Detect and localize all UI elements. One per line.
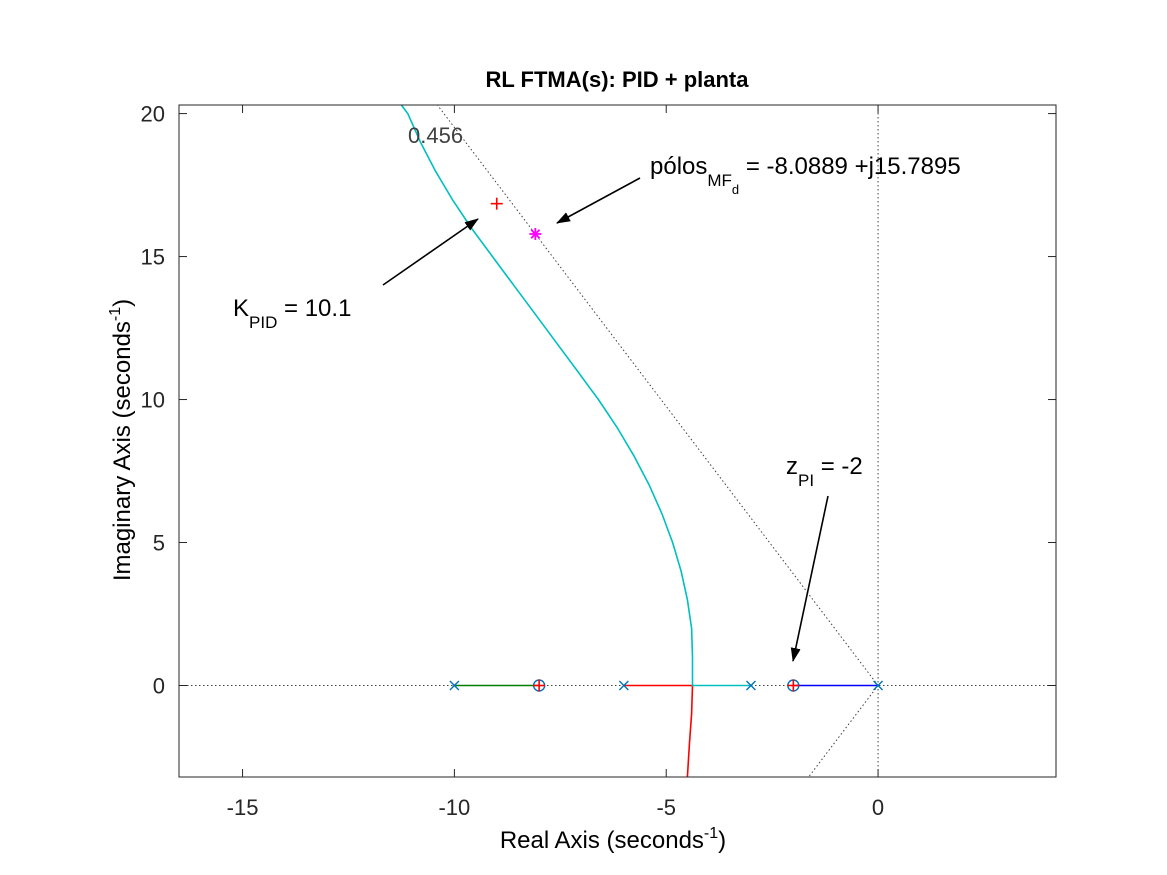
y-axis-title-sup: -1 [107,307,124,321]
open-loop-pole-3 [745,680,756,691]
desired-pole-marker [529,227,542,240]
open-loop-pole-2 [618,680,629,691]
annotation-k-pid: KPID = 10.1 [233,295,351,332]
x-axis-title-sup: -1 [704,825,718,842]
annotation-desired-poles: pólosMFd = -8.0889 +j15.7895 [650,153,961,197]
open-loop-pole-1 [449,680,460,691]
damping-line-lower [808,685,879,777]
y-tick-label: 5 [153,531,165,556]
arrow-desired-poles [556,177,641,224]
locus-branch-2 [623,684,694,777]
damping-line-upper [436,105,879,686]
arrow-z-pi [790,495,829,662]
gain-marker-3 [787,679,800,692]
gain-marker-1 [490,197,503,210]
x-tick-label: 0 [872,795,884,820]
x-tick-label: -10 [438,795,470,820]
x-axis-title: Real Axis (seconds-1) [500,825,726,854]
x-tick-label: -5 [656,795,676,820]
y-tick-label: 20 [141,102,165,127]
open-loop-pole-4 [873,680,884,691]
arrow-k-pid [382,218,479,286]
annotation-z-pi: zPI = -2 [786,453,863,490]
gain-marker-2 [533,679,546,692]
plot-content [179,105,1056,777]
y-tick-label: 10 [141,388,165,413]
y-tick-label: 15 [141,245,165,270]
damping-line-label: 0.456 [408,123,463,148]
plot-frame [178,104,1057,778]
plot-area [179,105,1056,777]
chart-title: RL FTMA(s): PID + planta [486,67,750,92]
y-tick-label: 0 [153,673,165,698]
y-axis-title: Imaginary Axis (seconds-1) [107,299,136,581]
locus-branch-3 [400,105,751,687]
x-tick-label: -15 [227,795,259,820]
